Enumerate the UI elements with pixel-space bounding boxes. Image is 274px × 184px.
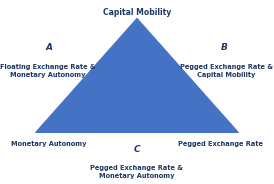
Text: Monetary Autonomy: Monetary Autonomy [11,141,87,147]
Text: C: C [134,146,140,154]
Polygon shape [36,18,238,132]
Text: Pegged Exchange Rate &
Capital Mobility: Pegged Exchange Rate & Capital Mobility [179,64,273,78]
Text: A: A [46,43,53,52]
Text: Capital Mobility: Capital Mobility [103,8,171,17]
Text: B: B [221,43,228,52]
Text: Floating Exchange Rate &
Monetary Autonomy: Floating Exchange Rate & Monetary Autono… [0,64,96,78]
Text: Pegged Exchange Rate &
Monetary Autonomy: Pegged Exchange Rate & Monetary Autonomy [90,165,184,179]
Text: Pegged Exchange Rate: Pegged Exchange Rate [178,141,263,147]
